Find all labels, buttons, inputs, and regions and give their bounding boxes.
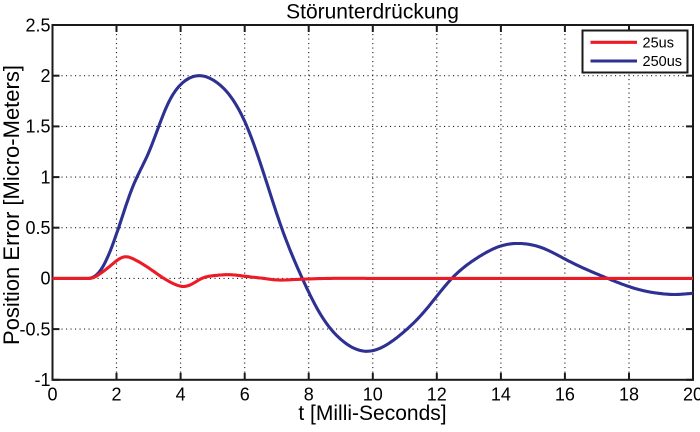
svg-text:4: 4	[176, 384, 186, 404]
svg-text:18: 18	[619, 384, 639, 404]
svg-text:0.5: 0.5	[25, 218, 50, 238]
svg-text:2: 2	[111, 384, 121, 404]
svg-text:16: 16	[555, 384, 575, 404]
svg-text:t [Milli-Seconds]: t [Milli-Seconds]	[298, 402, 446, 425]
svg-text:6: 6	[240, 384, 250, 404]
svg-text:14: 14	[491, 384, 511, 404]
svg-text:1: 1	[40, 167, 50, 187]
svg-text:1.5: 1.5	[25, 117, 50, 137]
svg-text:20: 20	[683, 384, 700, 404]
svg-text:10: 10	[363, 384, 383, 404]
svg-text:0: 0	[40, 269, 50, 289]
svg-text:8: 8	[304, 384, 314, 404]
svg-text:-0.5: -0.5	[19, 319, 50, 339]
svg-text:12: 12	[427, 384, 447, 404]
svg-text:0: 0	[47, 384, 57, 404]
svg-text:2: 2	[40, 66, 50, 86]
svg-text:Position Error [Micro-Meters]: Position Error [Micro-Meters]	[0, 65, 24, 345]
svg-text:25us: 25us	[643, 35, 674, 51]
svg-text:2.5: 2.5	[25, 15, 50, 35]
svg-text:-1: -1	[34, 370, 50, 390]
svg-text:250us: 250us	[643, 54, 683, 70]
svg-text:Störunterdrückung: Störunterdrückung	[286, 1, 459, 24]
